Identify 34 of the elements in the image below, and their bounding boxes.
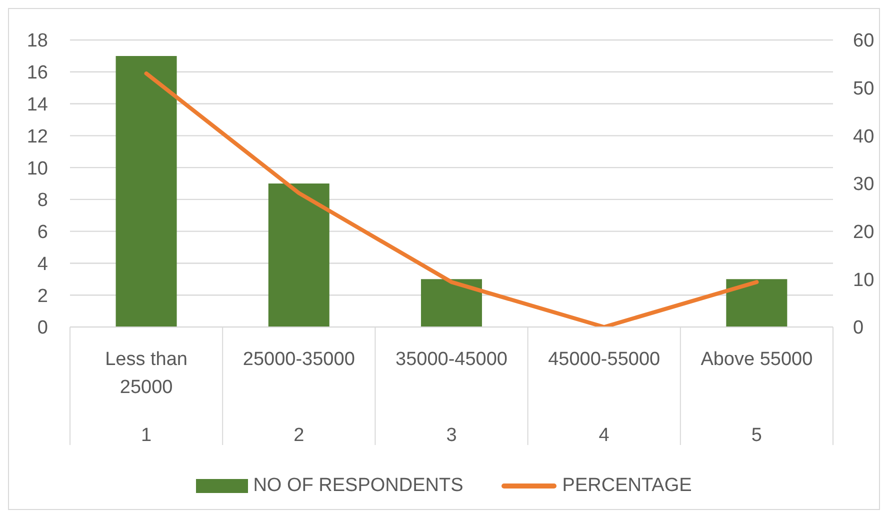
legend-label: PERCENTAGE: [562, 475, 692, 497]
bar: [116, 56, 177, 327]
legend-label: NO OF RESPONDENTS: [253, 475, 464, 497]
x-tick-label: 25000-35000: [242, 348, 355, 370]
y2-tick-label: 0: [853, 318, 864, 339]
text: 3: [446, 424, 457, 446]
text: 1: [141, 424, 152, 446]
x-tick-label: Less than 25000: [105, 348, 188, 398]
y-tick-label: 16: [26, 62, 48, 84]
bar: [420, 279, 482, 327]
y2-tick-label: 20: [853, 222, 874, 244]
text: 2: [294, 424, 304, 446]
y-tick-label: 6: [37, 222, 48, 244]
y2-tick-label: 60: [853, 30, 874, 52]
y2-tick-label: 30: [853, 174, 874, 196]
x-tick-label: 45000-55000: [548, 348, 660, 370]
bar: [726, 279, 788, 327]
y-tick-label: 14: [26, 94, 48, 116]
y2-tick-label: 40: [853, 126, 874, 148]
text: 4: [598, 424, 610, 446]
text: 5: [751, 424, 762, 446]
y-tick-label: 18: [26, 30, 48, 52]
y-tick-label: 4: [37, 254, 48, 275]
y2-tick-label: 10: [853, 270, 874, 291]
bar: [268, 184, 330, 327]
y-tick-label: 2: [37, 286, 48, 307]
y-tick-label: 8: [37, 190, 48, 212]
x-tick-label: 35000-45000: [396, 348, 508, 370]
y2-tick-label: 50: [853, 78, 874, 100]
y-tick-label: 10: [26, 158, 48, 180]
y-tick-label: 12: [26, 126, 48, 148]
line-series: [144, 71, 759, 327]
y-tick-label: 0: [37, 318, 48, 339]
x-tick-label: Above 55000: [700, 348, 813, 370]
